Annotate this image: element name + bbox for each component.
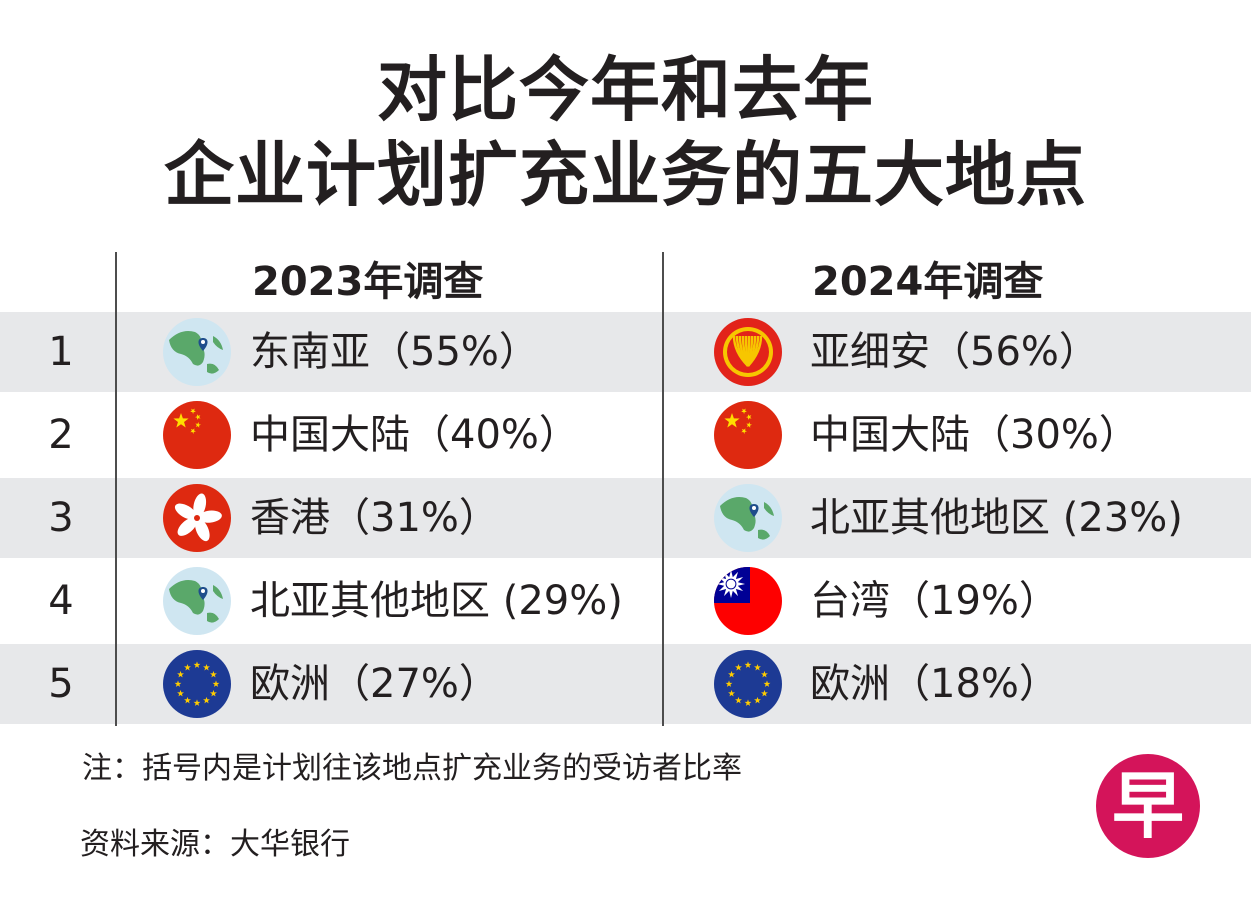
region-label: 香港（31%） — [250, 495, 499, 541]
map-globe-icon — [163, 567, 231, 635]
eu-flag-icon — [163, 650, 231, 718]
region-label: 北亚其他地区 (23%) — [810, 495, 1183, 541]
region-label: 北亚其他地区 (29%) — [250, 578, 623, 624]
column-divider-middle — [662, 252, 664, 726]
zaobao-logo: 早 — [1096, 754, 1200, 858]
rank-number: 2 — [48, 412, 74, 458]
chart-title-line-2: 企业计划扩充业务的五大地点 — [164, 134, 1087, 216]
rank-number: 4 — [48, 578, 74, 624]
eu-flag-icon — [714, 650, 782, 718]
region-label: 台湾（19%） — [810, 578, 1059, 624]
region-label: 欧洲（18%） — [810, 661, 1059, 707]
china-flag-icon — [163, 401, 231, 469]
source-credit: 资料来源：大华银行 — [80, 827, 350, 862]
china-flag-icon — [714, 401, 782, 469]
footnote: 注：括号内是计划往该地点扩充业务的受访者比率 — [82, 751, 742, 786]
column-divider-left — [115, 252, 117, 726]
region-label: 东南亚（55%） — [250, 329, 539, 375]
region-label: 亚细安（56%） — [810, 329, 1099, 375]
asean-emblem-icon — [714, 318, 782, 386]
map-globe-icon — [714, 484, 782, 552]
map-globe-icon — [163, 318, 231, 386]
rank-number: 5 — [48, 661, 74, 707]
column-header-2023: 2023年调查 — [252, 259, 484, 305]
region-label: 中国大陆（40%） — [250, 412, 579, 458]
hong-kong-flag-icon — [163, 484, 231, 552]
region-label: 中国大陆（30%） — [810, 412, 1139, 458]
rank-number: 3 — [48, 495, 74, 541]
rank-number: 1 — [48, 329, 74, 375]
chart-title-line-1: 对比今年和去年 — [377, 49, 874, 131]
taiwan-flag-icon — [714, 567, 782, 635]
region-label: 欧洲（27%） — [250, 661, 499, 707]
column-header-2024: 2024年调查 — [812, 259, 1044, 305]
